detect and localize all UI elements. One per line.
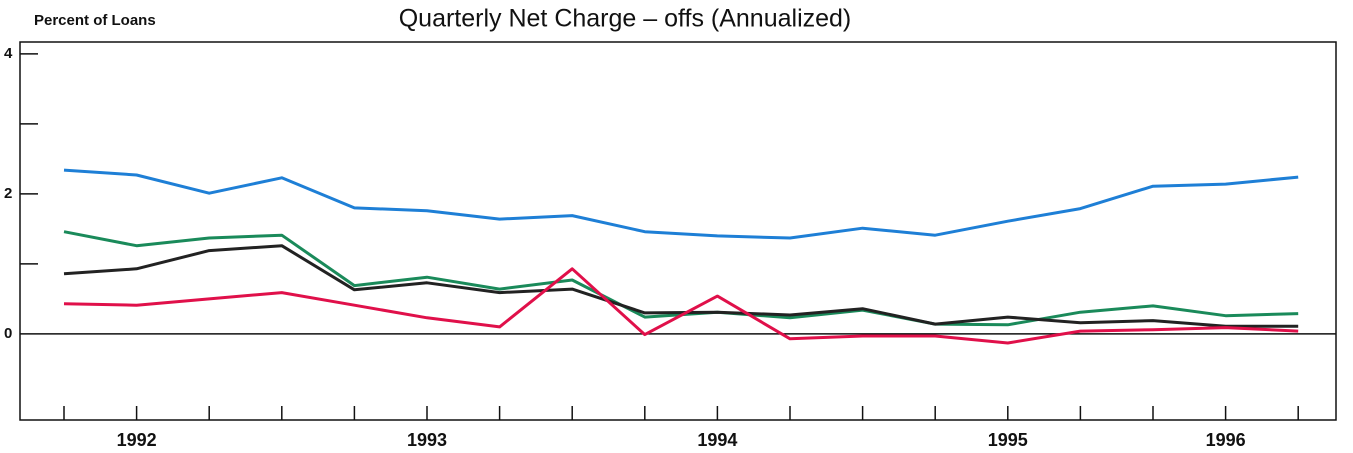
series-line bbox=[63, 267, 1299, 345]
series-line bbox=[63, 168, 1299, 240]
plot-frame bbox=[19, 41, 1337, 421]
y-tick-label: 2 bbox=[4, 185, 12, 202]
chart-title: Quarterly Net Charge – offs (Annualized) bbox=[399, 5, 852, 33]
x-tick-label: 1996 bbox=[1206, 430, 1246, 450]
y-tick-label: 0 bbox=[4, 325, 12, 342]
series-line bbox=[63, 244, 1299, 328]
series-line bbox=[63, 230, 1299, 327]
x-tick-label: 1993 bbox=[407, 430, 447, 450]
x-tick-label: 1994 bbox=[697, 430, 737, 450]
y-axis-label: Percent of Loans bbox=[34, 12, 156, 29]
x-tick-label: 1995 bbox=[988, 430, 1028, 450]
y-tick-label: 4 bbox=[4, 45, 13, 62]
x-tick-label: 1992 bbox=[117, 430, 157, 450]
